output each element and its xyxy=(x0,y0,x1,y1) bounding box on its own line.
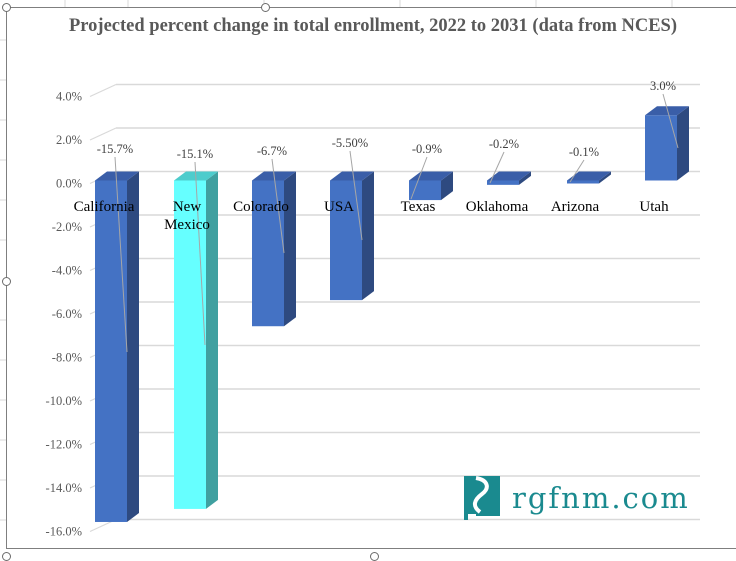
category-label: New Mexico xyxy=(164,199,210,233)
leader-line xyxy=(569,159,585,183)
y-tick-label: -12.0% xyxy=(46,438,82,452)
leader-line xyxy=(271,158,285,254)
resize-handle-left-middle[interactable] xyxy=(2,277,11,286)
y-tick-label: 4.0% xyxy=(56,90,82,104)
bar-texas xyxy=(409,180,441,201)
bar-side xyxy=(519,171,531,185)
y-tick-label: -8.0% xyxy=(52,351,82,365)
bar-side xyxy=(441,171,453,201)
leader-line xyxy=(114,156,128,353)
y-tick-label: 0.0% xyxy=(56,177,82,191)
resize-handle-top-left[interactable] xyxy=(2,3,11,12)
y-tick-label: -14.0% xyxy=(46,481,82,495)
bar-colorado xyxy=(252,180,284,327)
bar-top xyxy=(330,171,374,181)
new-mexico-river-logo-icon xyxy=(464,476,500,520)
logo: rgfnm.com xyxy=(462,474,690,522)
bar-side xyxy=(284,171,296,327)
bar-top xyxy=(95,171,139,181)
data-label: -0.9% xyxy=(412,142,442,156)
category-label: Arizona xyxy=(551,199,600,215)
bar-new-mexico xyxy=(174,180,206,509)
gridline-side xyxy=(89,127,117,141)
y-tick-label: -10.0% xyxy=(46,394,82,408)
leader-line xyxy=(410,156,428,200)
gridline-side xyxy=(89,83,117,98)
category-label: Oklahoma xyxy=(466,199,529,215)
category-label: California xyxy=(74,199,135,215)
resize-handle-top-center[interactable] xyxy=(261,3,270,12)
bar-top xyxy=(567,171,611,181)
logo-text: rgfnm.com xyxy=(512,481,690,515)
bar-top xyxy=(487,171,531,181)
data-label: -0.2% xyxy=(489,137,519,151)
leader-line xyxy=(349,150,363,241)
leader-line xyxy=(194,161,206,346)
bar-side xyxy=(127,171,139,522)
y-tick-label: 2.0% xyxy=(56,133,82,147)
leader-line xyxy=(662,93,679,149)
data-label: 3.0% xyxy=(650,79,676,93)
data-label: -15.7% xyxy=(97,142,133,156)
leader-line xyxy=(489,151,505,184)
data-label: -0.1% xyxy=(569,145,599,159)
bar-oklahoma xyxy=(487,180,519,185)
data-label: -5.50% xyxy=(332,136,368,150)
data-label: -15.1% xyxy=(177,147,213,161)
category-label: USA xyxy=(324,199,354,215)
y-tick-label: -4.0% xyxy=(52,264,82,278)
bar-side xyxy=(677,106,689,181)
bar-arizona xyxy=(567,180,599,184)
bar-top xyxy=(645,106,689,116)
y-tick-label: -6.0% xyxy=(52,307,82,321)
category-label: Texas xyxy=(401,199,436,215)
data-label: -6.7% xyxy=(257,144,287,158)
bar-top xyxy=(409,171,453,181)
bar-side xyxy=(362,171,374,301)
bar-side xyxy=(206,171,218,509)
category-label: Utah xyxy=(639,199,669,215)
chart-title: Projected percent change in total enroll… xyxy=(68,16,678,36)
y-tick-label: -16.0% xyxy=(46,525,82,539)
category-label: Colorado xyxy=(233,199,289,215)
y-tick-label: -2.0% xyxy=(52,220,82,234)
bar-california xyxy=(95,180,127,522)
bar-utah xyxy=(645,115,677,181)
bar-side xyxy=(599,171,611,184)
